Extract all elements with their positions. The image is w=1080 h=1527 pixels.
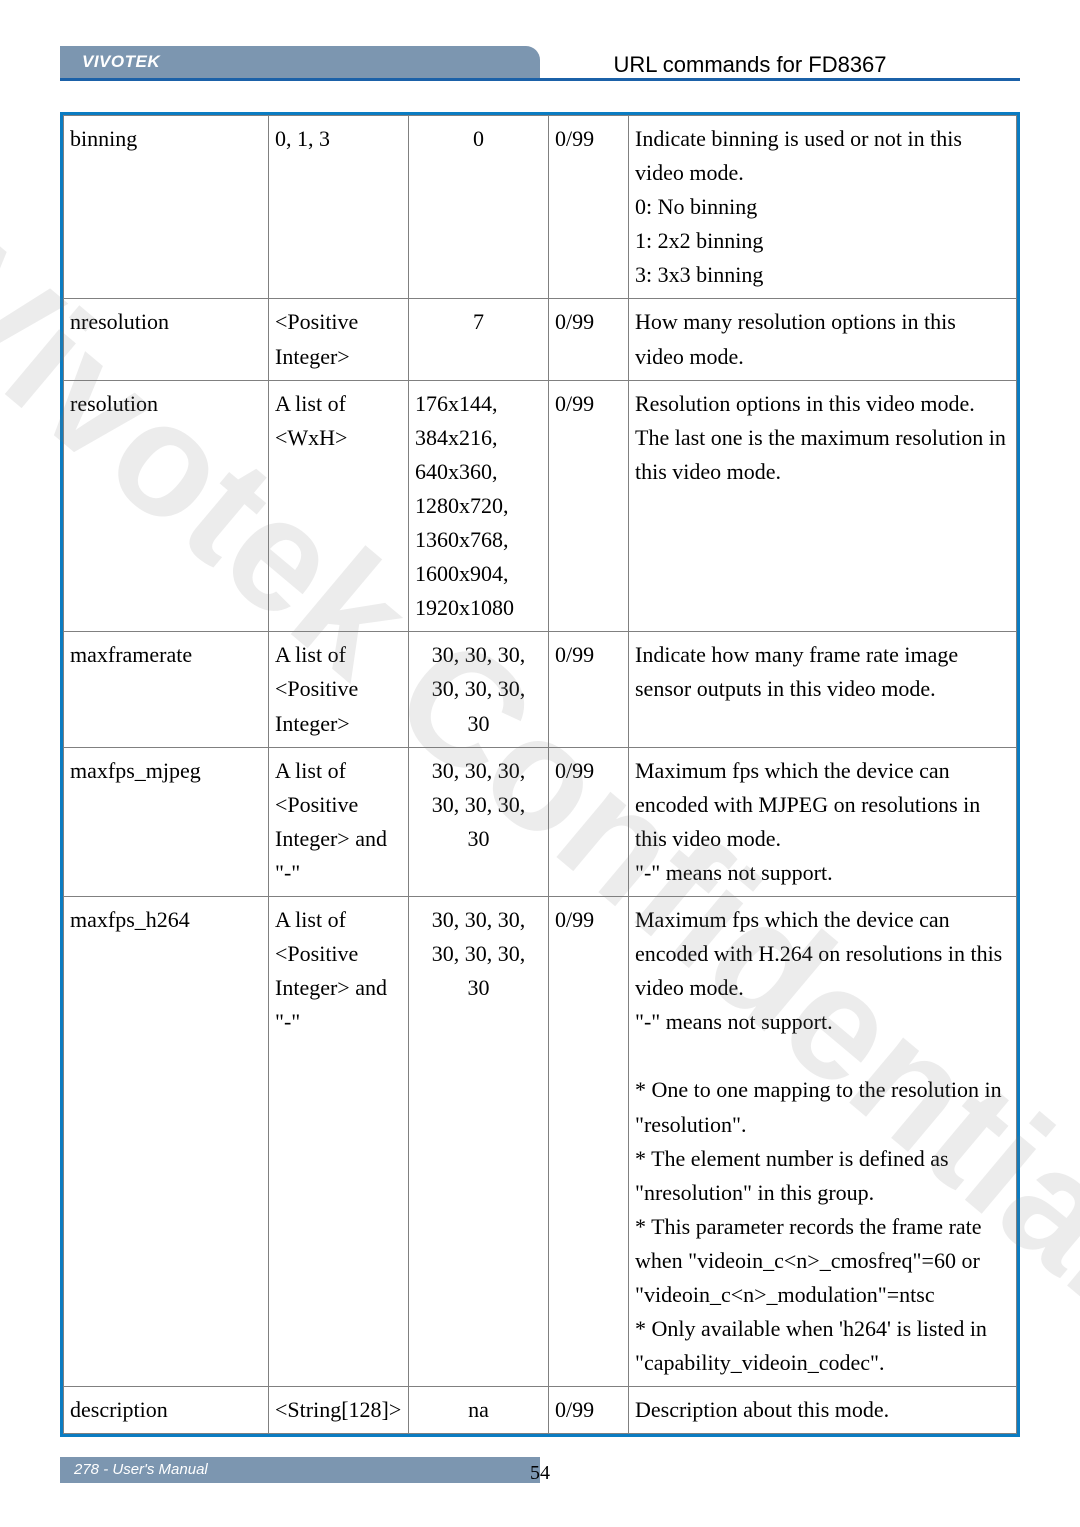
table-cell: 30, 30, 30,30, 30, 30,30	[409, 747, 549, 896]
table-row: description<String[128]>na0/99Descriptio…	[64, 1387, 1017, 1434]
table-row: binning0, 1, 300/99Indicate binning is u…	[64, 116, 1017, 299]
parameters-table-frame: binning0, 1, 300/99Indicate binning is u…	[60, 112, 1020, 1437]
table-cell: 7	[409, 299, 549, 380]
table-cell: 0/99	[549, 632, 629, 747]
table-row: maxfps_h264A list of <Positive Integer> …	[64, 896, 1017, 1386]
table-cell: maxfps_mjpeg	[64, 747, 269, 896]
table-cell: 0/99	[549, 896, 629, 1386]
page-footer: 278 - User's Manual 54	[60, 1457, 1020, 1487]
table-cell: A list of <WxH>	[269, 380, 409, 632]
table-cell: A list of <Positive Integer>	[269, 632, 409, 747]
table-cell: 0/99	[549, 116, 629, 299]
table-cell: Maximum fps which the device can encoded…	[629, 747, 1017, 896]
table-row: nresolution<Positive Integer>70/99How ma…	[64, 299, 1017, 380]
table-cell: 176x144,384x216,640x360,1280x720,1360x76…	[409, 380, 549, 632]
table-cell: 30, 30, 30,30, 30, 30,30	[409, 632, 549, 747]
parameters-table: binning0, 1, 300/99Indicate binning is u…	[63, 115, 1017, 1434]
table-row: maxframerateA list of <Positive Integer>…	[64, 632, 1017, 747]
table-cell: 0/99	[549, 380, 629, 632]
table-cell: na	[409, 1387, 549, 1434]
table-cell: description	[64, 1387, 269, 1434]
page-title: URL commands for FD8367	[480, 52, 1020, 78]
table-cell: maxfps_h264	[64, 896, 269, 1386]
table-cell: binning	[64, 116, 269, 299]
table-cell: 0/99	[549, 747, 629, 896]
table-row: maxfps_mjpegA list of <Positive Integer>…	[64, 747, 1017, 896]
page: VIVOTEK URL commands for FD8367 Vivotek …	[0, 0, 1080, 1527]
table-cell: 0/99	[549, 1387, 629, 1434]
table-cell: A list of <Positive Integer> and "-"	[269, 896, 409, 1386]
table-cell: resolution	[64, 380, 269, 632]
table-cell: 30, 30, 30,30, 30, 30,30	[409, 896, 549, 1386]
table-cell: <Positive Integer>	[269, 299, 409, 380]
table-cell: Indicate how many frame rate image senso…	[629, 632, 1017, 747]
table-cell: 0, 1, 3	[269, 116, 409, 299]
table-cell: Resolution options in this video mode.Th…	[629, 380, 1017, 632]
table-cell: How many resolution options in this vide…	[629, 299, 1017, 380]
brand-tab: VIVOTEK	[60, 46, 540, 78]
table-cell: nresolution	[64, 299, 269, 380]
table-cell: 0	[409, 116, 549, 299]
page-header: VIVOTEK URL commands for FD8367	[60, 46, 1020, 88]
table-row: resolutionA list of <WxH>176x144,384x216…	[64, 380, 1017, 632]
table-cell: Indicate binning is used or not in this …	[629, 116, 1017, 299]
table-cell: 0/99	[549, 299, 629, 380]
footer-page-number: 54	[530, 1462, 550, 1485]
table-cell: Description about this mode.	[629, 1387, 1017, 1434]
table-cell: Maximum fps which the device can encoded…	[629, 896, 1017, 1386]
table-cell: A list of <Positive Integer> and "-"	[269, 747, 409, 896]
header-underline	[60, 78, 1020, 81]
table-cell: <String[128]>	[269, 1387, 409, 1434]
table-cell: maxframerate	[64, 632, 269, 747]
footer-left-label: 278 - User's Manual	[60, 1457, 540, 1483]
